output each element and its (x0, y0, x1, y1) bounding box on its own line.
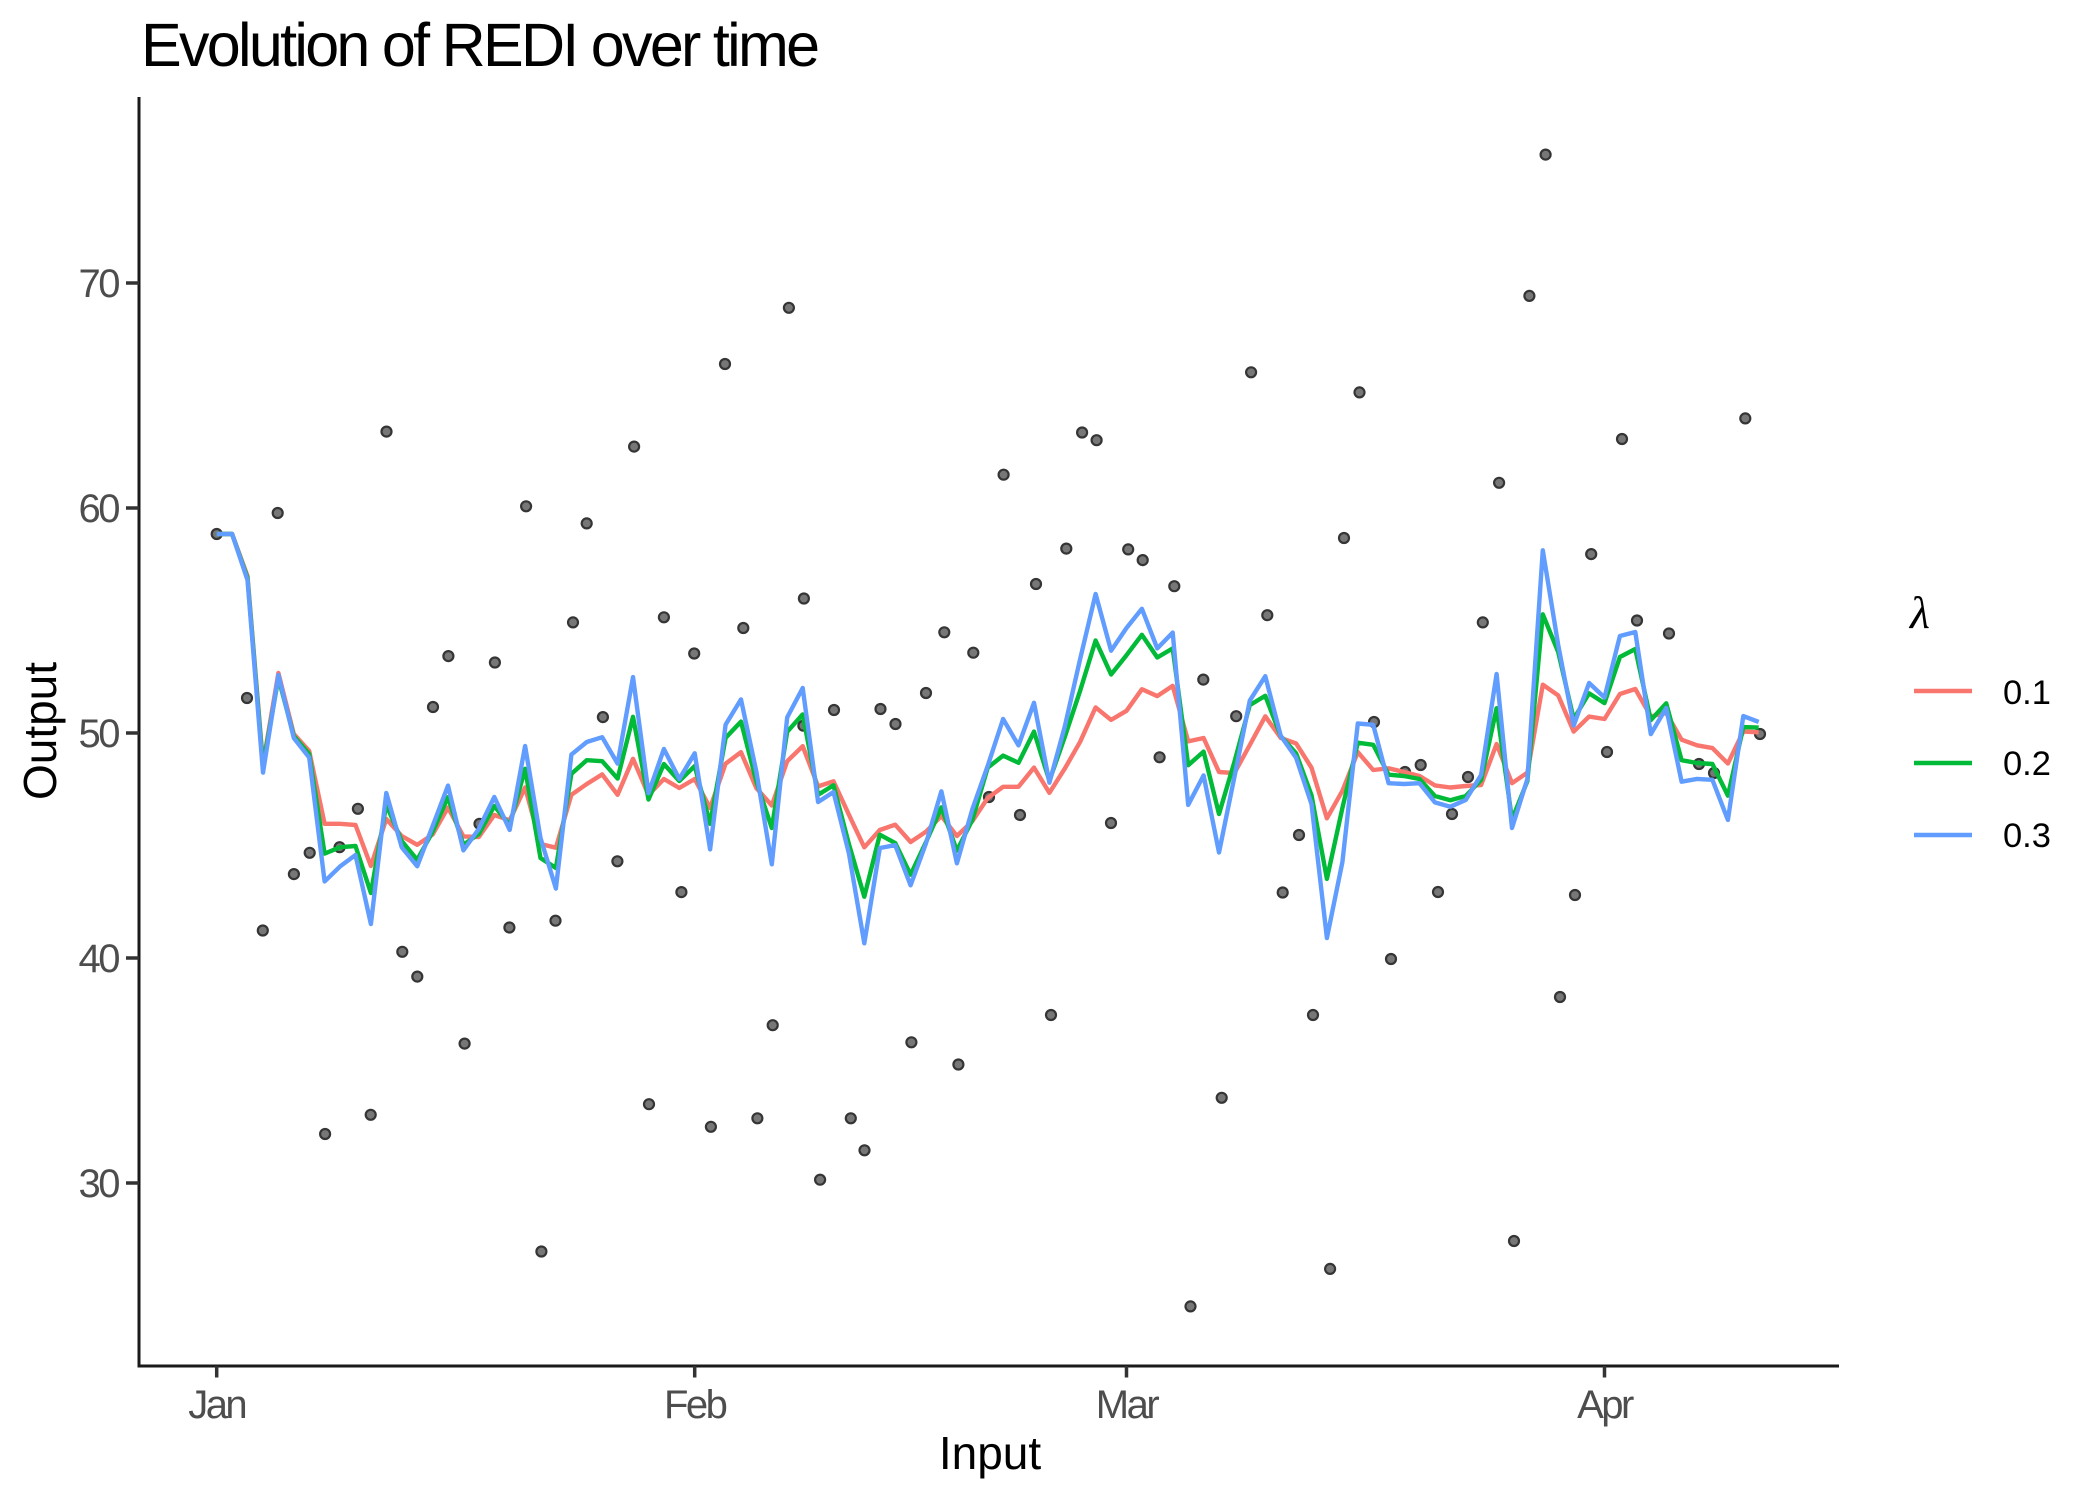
svg-text:70: 70 (79, 262, 120, 306)
svg-text:30: 30 (79, 1162, 120, 1206)
svg-text:Input: Input (939, 1427, 1042, 1479)
svg-text:50: 50 (79, 712, 120, 756)
svg-text:0.3: 0.3 (2003, 817, 2051, 855)
svg-text:Output: Output (14, 662, 66, 800)
svg-text:Evolution of REDI over time: Evolution of REDI over time (141, 11, 818, 79)
svg-text:Feb: Feb (664, 1383, 727, 1427)
svg-text:Mar: Mar (1096, 1383, 1160, 1427)
svg-text:0.1: 0.1 (2003, 674, 2051, 712)
svg-text:λ: λ (1908, 587, 1930, 638)
svg-text:60: 60 (79, 487, 120, 531)
svg-text:Apr: Apr (1577, 1383, 1634, 1427)
svg-text:0.2: 0.2 (2003, 745, 2051, 783)
svg-text:40: 40 (79, 937, 120, 981)
svg-text:Jan: Jan (188, 1383, 245, 1427)
